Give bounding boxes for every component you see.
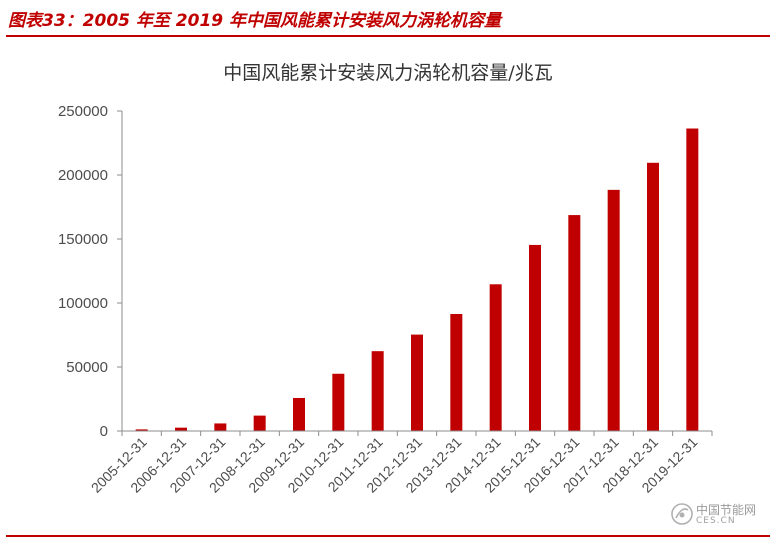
bar — [135, 429, 148, 431]
y-tick-label: 50000 — [66, 359, 108, 376]
bar — [450, 313, 463, 431]
y-tick-label: 0 — [100, 423, 108, 440]
bar — [607, 189, 620, 431]
bar — [568, 215, 581, 431]
figure-caption: 图表33：2005 年至 2019 年中国风能累计安装风力涡轮机容量 — [8, 11, 502, 31]
y-tick-label: 100000 — [58, 295, 108, 312]
bar — [411, 334, 423, 431]
bar — [686, 128, 699, 431]
bar — [253, 415, 266, 431]
bar — [489, 284, 502, 431]
y-tick-label: 150000 — [58, 231, 108, 248]
watermark-text-en: CES.CN — [696, 516, 736, 526]
bar — [529, 244, 541, 431]
bar-series — [135, 128, 699, 431]
watermark: 中国节能网 CES.CN — [668, 497, 768, 531]
y-tick-label: 200000 — [58, 167, 108, 184]
chart-title: 中国风能累计安装风力涡轮机容量/兆瓦 — [223, 62, 553, 84]
figure-header: 图表33：2005 年至 2019 年中国风能累计安装风力涡轮机容量 — [0, 0, 776, 40]
bar — [214, 423, 227, 431]
y-tick-label: 250000 — [58, 103, 108, 120]
watermark-logo-icon — [671, 503, 693, 525]
x-axis: 2005-12-312006-12-312007-12-312008-12-31… — [88, 430, 713, 496]
bar — [175, 427, 187, 431]
bar — [332, 373, 345, 431]
watermark-text-cn: 中国节能网 — [696, 503, 757, 517]
bar — [293, 397, 305, 431]
bar — [647, 162, 659, 431]
bar — [371, 351, 384, 431]
header-divider — [6, 35, 770, 37]
footer-divider — [6, 535, 770, 537]
y-axis: 0 50000 100000 150000 200000 250000 — [58, 103, 123, 440]
